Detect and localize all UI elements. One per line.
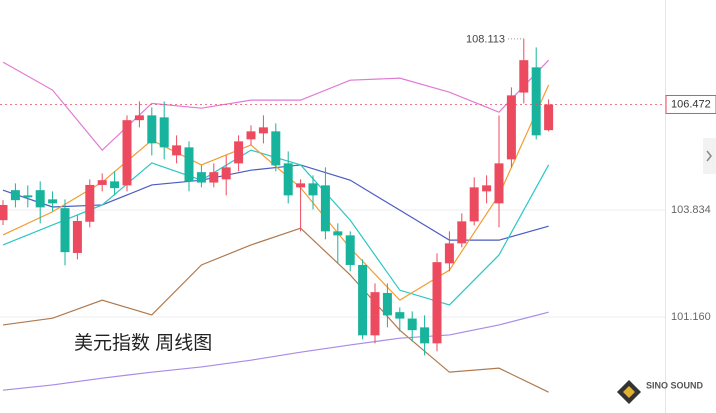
candle-body [147,115,157,144]
indicator-line [2,59,550,152]
indicator-line [2,164,549,241]
candle-body [10,190,20,201]
candle-body [234,141,244,164]
candle-body [60,208,70,253]
indicator-line [2,311,549,391]
candle-body [184,147,194,182]
candle-body [97,180,107,185]
chevron[interactable] [706,150,712,162]
candle-body [333,231,343,236]
candle-body [494,163,504,204]
candle-body [258,127,268,134]
candle-body [134,115,144,121]
candle-body [209,172,219,183]
candle-body [72,220,82,253]
candle-body [469,187,479,222]
candle-body [320,185,330,232]
candle-body [0,204,8,221]
candle-body [283,163,293,196]
candle-body [246,131,256,140]
candle-body [544,104,554,131]
candle-body [358,264,368,336]
current-price-box [665,94,716,114]
candle-body [420,327,430,344]
candle-body [531,67,541,136]
candle-body [35,190,45,208]
chart-title: 美元指数 周线图 [74,332,212,354]
candle-body [482,185,492,192]
candle-body [432,262,442,344]
logo: SINO SOUND [617,380,704,404]
candle-body [308,183,318,196]
candle-body [159,117,169,148]
side-toggle-bg[interactable] [703,138,716,174]
side-toggle[interactable] [703,138,716,174]
indicator-line [2,84,550,301]
candle-body [196,172,206,183]
indicator-line [2,227,549,393]
candle-body [172,145,182,156]
candle-body [221,167,231,180]
candle-body [444,243,454,264]
indicator-line [2,149,550,306]
candle-body [395,312,405,319]
candle-body [370,292,380,336]
candle-body [23,195,33,198]
y-tick-label: 109.183 [671,0,711,2]
high-label: 108.113 [466,34,505,46]
watermark: SINO SOUND [646,380,704,390]
y-tick-label: 103.834 [671,204,711,216]
candle-body [407,318,417,331]
candle-body [296,183,306,188]
candle-body [271,131,281,166]
candle-body [457,221,467,244]
candle-body [122,120,132,186]
candle-body [110,181,120,189]
candle-body [382,292,392,316]
logo-icon-inner [623,386,635,398]
candle-body [85,184,95,222]
candle-body [506,95,516,160]
candle-body [519,60,529,93]
candle-body [48,199,58,204]
current-price-label: 106.472 [671,98,711,110]
y-tick-label: 101.160 [671,311,711,323]
candle-body [345,235,355,265]
